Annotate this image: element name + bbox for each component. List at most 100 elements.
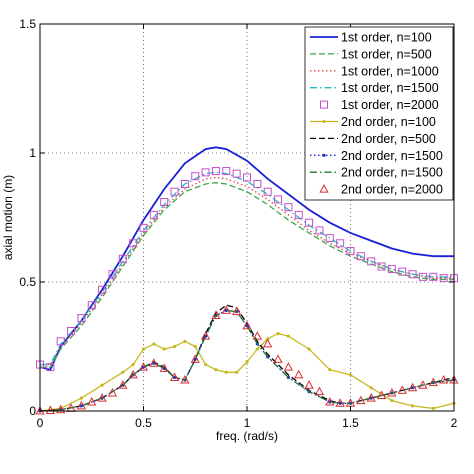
data-point (338, 401, 342, 405)
data-point (45, 405, 55, 414)
data-point (408, 270, 417, 279)
data-point (67, 327, 76, 336)
data-point (377, 262, 386, 271)
data-point (170, 187, 179, 196)
data-point (276, 332, 280, 336)
series-4 (36, 167, 458, 372)
legend-item: 1st order, n=100 (310, 31, 432, 45)
data-point (121, 370, 125, 374)
legend-item: 2nd order, n=1500 (310, 166, 443, 180)
legend-marker (322, 119, 326, 124)
data-point (118, 254, 127, 263)
legend-marker (320, 100, 328, 109)
legend-item: 1st order, n=1000 (310, 64, 439, 78)
data-point (307, 347, 311, 351)
legend-marker (322, 153, 326, 157)
data-point (242, 320, 252, 330)
data-point (439, 374, 449, 384)
data-point (325, 396, 335, 406)
data-point (201, 168, 210, 177)
data-point (87, 301, 96, 310)
data-point (328, 368, 332, 372)
data-point (294, 369, 304, 379)
data-point (245, 360, 249, 364)
data-point (224, 370, 228, 374)
data-point (387, 265, 396, 274)
legend-marker (319, 184, 329, 193)
data-point (149, 358, 159, 367)
data-point (128, 369, 138, 379)
data-point (97, 393, 107, 402)
data-point (243, 173, 251, 182)
series-0 (39, 146, 454, 371)
data-point (139, 223, 148, 232)
data-point (211, 310, 221, 320)
y-tick-label: 0 (29, 404, 36, 418)
legend: 1st order, n=100 1st order, n=500 1st orde… (304, 26, 454, 201)
data-point (79, 404, 83, 408)
data-point (348, 373, 353, 377)
data-point (149, 210, 158, 219)
legend-item: 2nd order, n=1500 (310, 149, 443, 163)
data-point (335, 398, 345, 407)
x-tick-label: 1 (244, 416, 251, 430)
data-point (193, 344, 197, 349)
x-axis-label: freq. (rad/s) (216, 429, 278, 443)
data-point (245, 324, 249, 328)
data-point (232, 169, 241, 178)
data-point (407, 382, 418, 392)
data-point (180, 374, 190, 384)
data-point (356, 252, 365, 261)
data-point (183, 339, 187, 343)
legend-label: 1st order, n=1000 (341, 64, 439, 78)
data-point (214, 368, 218, 372)
legend-label: 2nd order, n=1500 (341, 149, 443, 163)
legend-item: 2nd order, n=100 (310, 115, 436, 129)
series-2 (40, 176, 454, 366)
data-point (418, 272, 427, 281)
data-point (159, 363, 169, 372)
data-point (221, 305, 231, 314)
legend-item: 1st order, n=1500 (310, 81, 439, 95)
y-tick-label: 1 (29, 146, 36, 160)
y-tick-label: 1.5 (19, 17, 36, 31)
data-point (397, 385, 407, 394)
data-point (204, 362, 208, 367)
legend-label: 2nd order, n=2000 (341, 183, 443, 197)
data-point (107, 387, 118, 397)
data-point (305, 218, 314, 227)
x-tick-label: 0.5 (135, 416, 152, 430)
data-point (56, 337, 65, 346)
legend-item: 2nd order, n=2000 (319, 183, 443, 197)
x-tick-label: 0 (37, 416, 44, 430)
data-point (211, 167, 220, 176)
data-point (200, 331, 211, 340)
data-point (77, 314, 86, 323)
data-point (266, 337, 270, 341)
data-point (108, 270, 117, 279)
data-point (87, 396, 97, 406)
legend-label: 2nd order, n=1500 (341, 166, 443, 180)
series-line (40, 176, 454, 366)
data-point (255, 347, 259, 351)
data-point (431, 406, 435, 411)
y-tick-label: 0.5 (19, 275, 36, 289)
data-point (46, 363, 55, 372)
x-tick-label: 2 (451, 416, 458, 430)
data-point (129, 239, 138, 248)
data-point (428, 377, 438, 387)
data-point (346, 247, 355, 256)
data-point (118, 380, 128, 389)
legend-item: 1st order, n=2000 (320, 98, 439, 112)
data-point (152, 342, 156, 346)
legend-label: 1st order, n=500 (341, 47, 432, 61)
legend-item: 1st order, n=500 (310, 47, 432, 61)
data-point (325, 234, 334, 243)
series-5 (38, 332, 456, 413)
data-point (76, 400, 87, 410)
data-point (356, 395, 366, 405)
data-point (387, 387, 397, 397)
data-point (304, 380, 314, 389)
data-point (191, 172, 200, 181)
